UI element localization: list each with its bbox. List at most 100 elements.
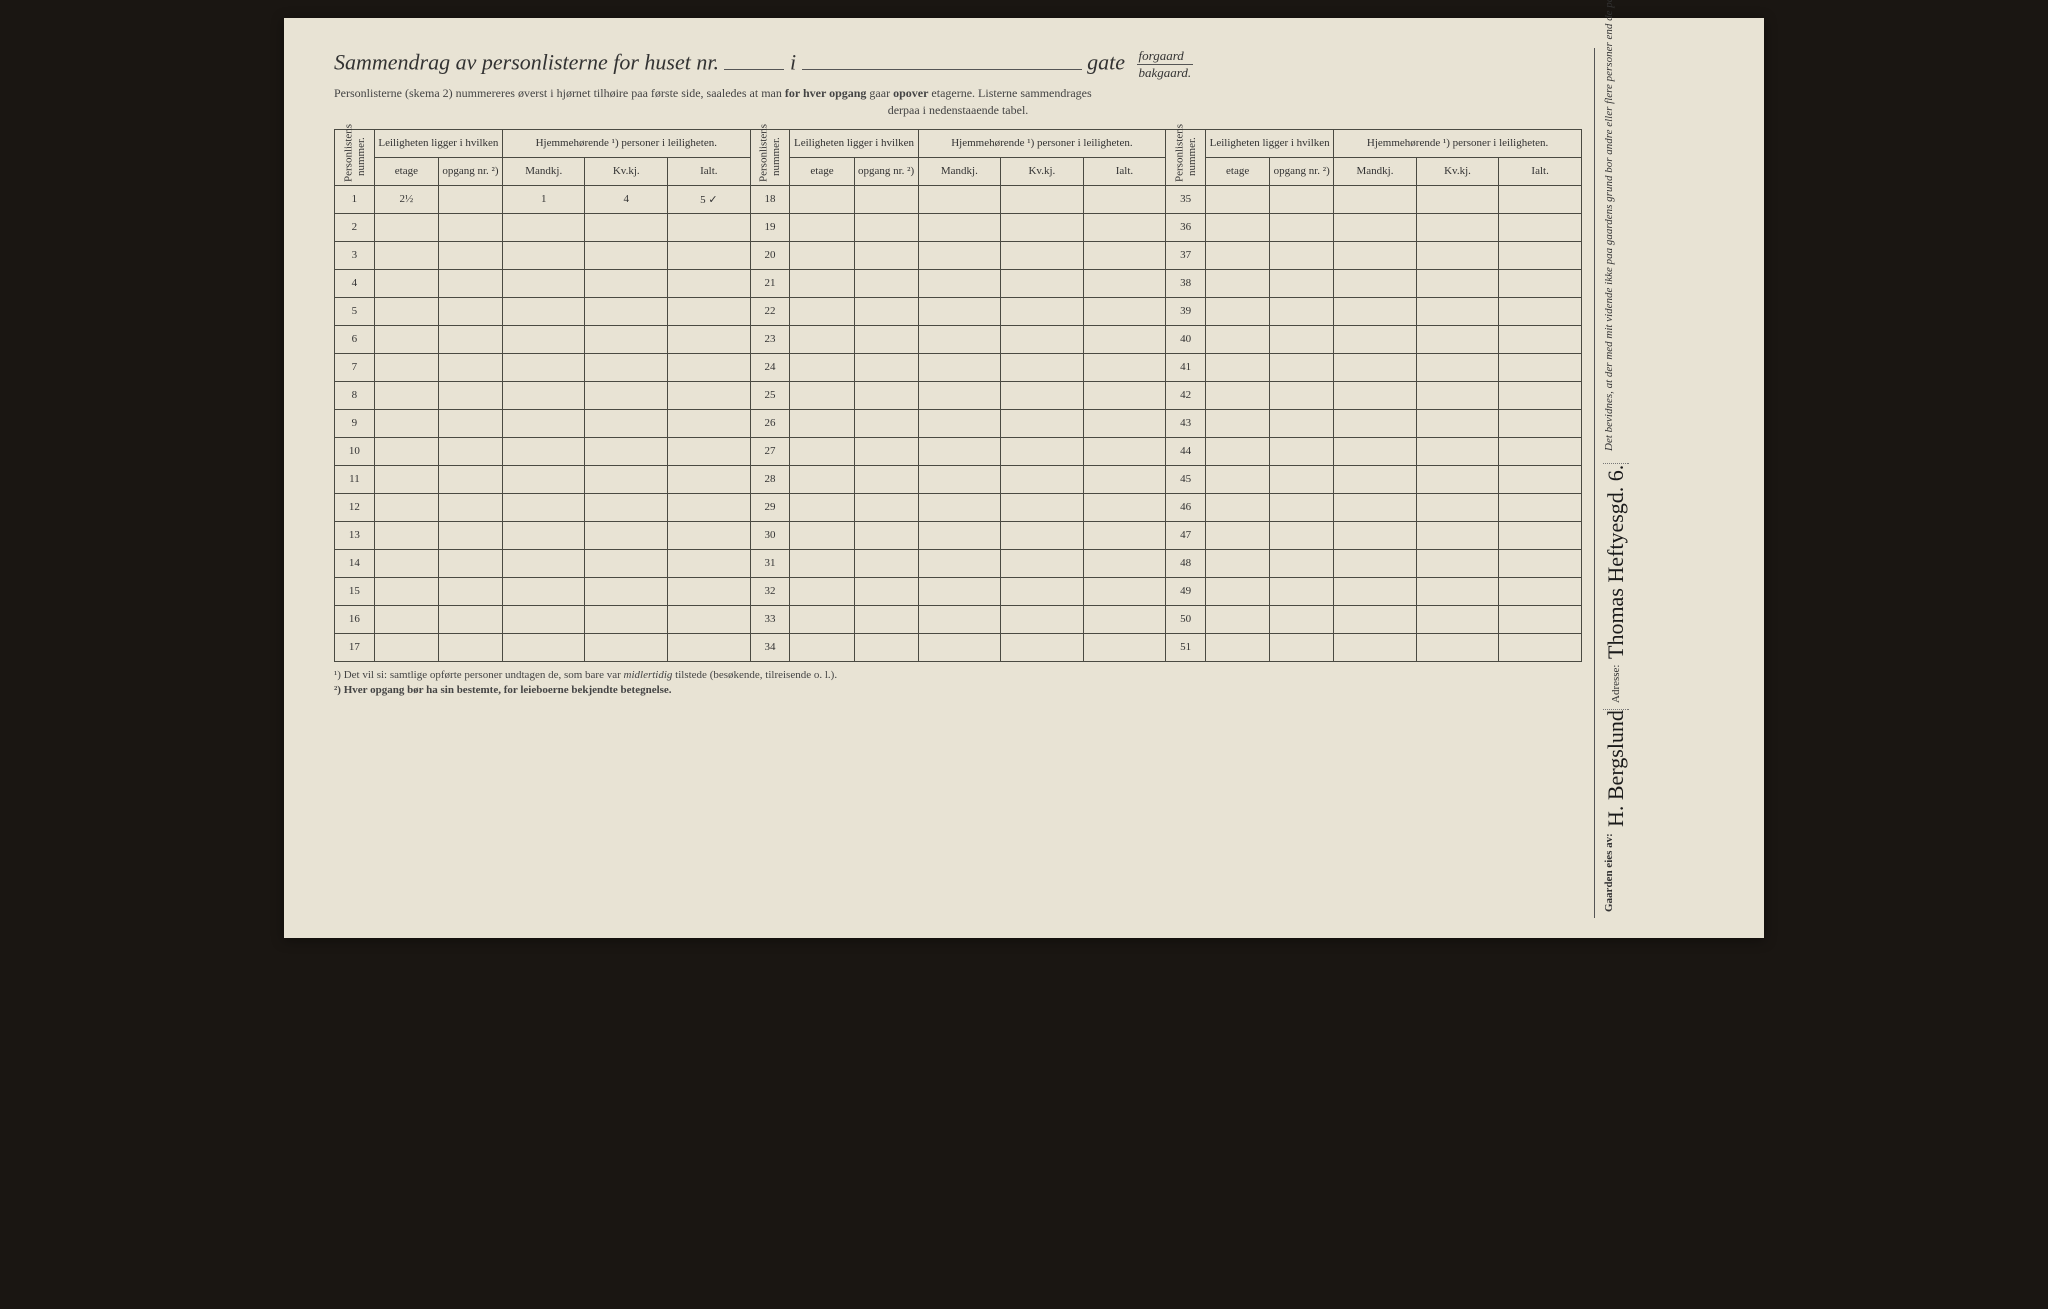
empty-cell	[1206, 241, 1270, 269]
empty-cell	[854, 269, 918, 297]
empty-cell	[1416, 297, 1499, 325]
empty-cell	[1001, 437, 1084, 465]
title-gate: gate	[1087, 50, 1125, 75]
row-number: 23	[750, 325, 790, 353]
empty-cell	[1001, 297, 1084, 325]
empty-cell	[854, 213, 918, 241]
cell-kvkj: 4	[585, 185, 668, 213]
col-ialt-1: Ialt.	[668, 157, 751, 185]
empty-cell	[502, 409, 585, 437]
empty-cell	[918, 437, 1001, 465]
empty-cell	[1416, 381, 1499, 409]
empty-cell	[1270, 493, 1334, 521]
row-number: 32	[750, 577, 790, 605]
empty-cell	[1083, 241, 1166, 269]
empty-cell	[1499, 241, 1582, 269]
empty-cell	[1083, 633, 1166, 661]
empty-cell	[668, 437, 751, 465]
empty-cell	[918, 297, 1001, 325]
row-number: 22	[750, 297, 790, 325]
empty-cell	[1416, 241, 1499, 269]
row-number: 12	[335, 493, 375, 521]
col-kvkj-1: Kv.kj.	[585, 157, 668, 185]
row-number: 18	[750, 185, 790, 213]
empty-cell	[1270, 381, 1334, 409]
empty-cell	[1499, 381, 1582, 409]
empty-cell	[1270, 297, 1334, 325]
table-row: 122946	[335, 493, 1582, 521]
table-row: 143148	[335, 549, 1582, 577]
empty-cell	[1206, 605, 1270, 633]
empty-cell	[1334, 185, 1417, 213]
empty-cell	[585, 325, 668, 353]
empty-cell	[502, 577, 585, 605]
row-number: 48	[1166, 549, 1206, 577]
row-number: 14	[335, 549, 375, 577]
empty-cell	[1416, 549, 1499, 577]
empty-cell	[918, 353, 1001, 381]
empty-cell	[854, 353, 918, 381]
empty-cell	[438, 213, 502, 241]
empty-cell	[1001, 465, 1084, 493]
col-opgang-3: opgang nr. ²)	[1270, 157, 1334, 185]
empty-cell	[1270, 325, 1334, 353]
empty-cell	[1206, 409, 1270, 437]
col-mandkj-2: Mandkj.	[918, 157, 1001, 185]
empty-cell	[502, 353, 585, 381]
empty-cell	[1499, 521, 1582, 549]
side-panel: Gaarden eies av: H. Bergslund Adresse: T…	[1594, 48, 1714, 918]
page-title: Sammendrag av personlisterne for huset n…	[334, 48, 1582, 81]
empty-cell	[374, 549, 438, 577]
empty-cell	[1206, 325, 1270, 353]
empty-cell	[502, 297, 585, 325]
empty-cell	[1416, 325, 1499, 353]
table-row: 153249	[335, 577, 1582, 605]
empty-cell	[585, 493, 668, 521]
table-row: 173451	[335, 633, 1582, 661]
empty-cell	[1001, 633, 1084, 661]
empty-cell	[502, 465, 585, 493]
empty-cell	[790, 633, 854, 661]
empty-cell	[1334, 297, 1417, 325]
empty-cell	[1334, 437, 1417, 465]
empty-cell	[1001, 241, 1084, 269]
empty-cell	[1499, 185, 1582, 213]
cell-opgang	[438, 185, 502, 213]
row-number: 24	[750, 353, 790, 381]
empty-cell	[374, 633, 438, 661]
footnote-1-italic: midlertidig	[624, 669, 673, 681]
empty-cell	[1001, 605, 1084, 633]
empty-cell	[1001, 409, 1084, 437]
row-number: 38	[1166, 269, 1206, 297]
empty-cell	[668, 549, 751, 577]
empty-cell	[1334, 325, 1417, 353]
empty-cell	[668, 297, 751, 325]
empty-cell	[1499, 577, 1582, 605]
empty-cell	[1499, 633, 1582, 661]
empty-cell	[790, 577, 854, 605]
empty-cell	[1270, 549, 1334, 577]
empty-cell	[438, 325, 502, 353]
empty-cell	[1499, 325, 1582, 353]
row-number: 45	[1166, 465, 1206, 493]
footnotes: ¹) Det vil si: samtlige opførte personer…	[334, 668, 1582, 699]
empty-cell	[438, 605, 502, 633]
empty-cell	[918, 521, 1001, 549]
col-mandkj-3: Mandkj.	[1334, 157, 1417, 185]
empty-cell	[854, 185, 918, 213]
empty-cell	[1083, 269, 1166, 297]
empty-cell	[585, 381, 668, 409]
empty-cell	[1499, 269, 1582, 297]
empty-cell	[1001, 185, 1084, 213]
col-mandkj-1: Mandkj.	[502, 157, 585, 185]
row-number: 30	[750, 521, 790, 549]
empty-cell	[1334, 353, 1417, 381]
row-number: 16	[335, 605, 375, 633]
table-row: 52239	[335, 297, 1582, 325]
empty-cell	[918, 381, 1001, 409]
owner-address-line: Adresse: Thomas Heftyesgd. 6.	[1603, 463, 1629, 703]
empty-cell	[585, 605, 668, 633]
empty-cell	[854, 437, 918, 465]
empty-cell	[374, 213, 438, 241]
empty-cell	[1001, 577, 1084, 605]
